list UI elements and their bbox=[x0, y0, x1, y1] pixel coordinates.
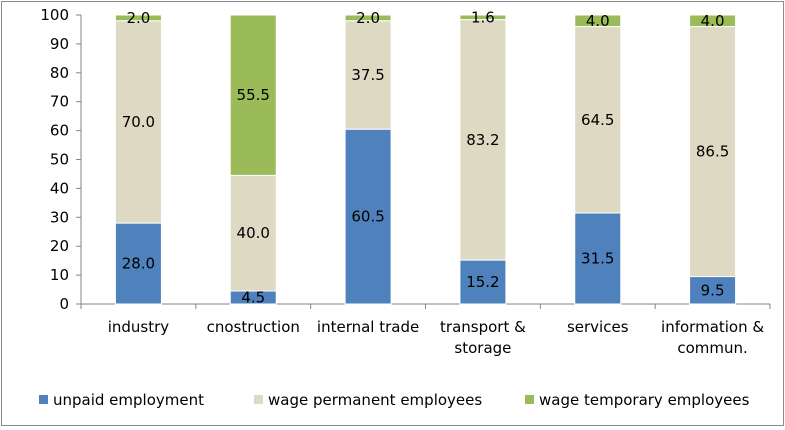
bar-segment bbox=[459, 19, 507, 261]
bar-segment bbox=[344, 20, 392, 130]
bar-segment bbox=[459, 14, 507, 21]
y-tick-label: 20 bbox=[50, 237, 69, 255]
bar-segment bbox=[574, 14, 622, 28]
bars bbox=[114, 14, 737, 305]
data-label: 9.5 bbox=[701, 281, 725, 299]
data-label: 4.0 bbox=[701, 12, 725, 30]
data-labels: 28.0 70.0 2.0 4.5 40.0 55.5 60.5 37.5 2.0 15.2 83.… bbox=[122, 8, 730, 306]
y-tick-label: 90 bbox=[50, 35, 69, 53]
legend-label: wage permanent employees bbox=[268, 391, 482, 409]
y-tick-label: 30 bbox=[50, 208, 69, 226]
category-label: cnostruction bbox=[207, 318, 300, 336]
data-label: 4.5 bbox=[241, 288, 265, 306]
y-tick-label: 60 bbox=[50, 122, 69, 140]
bar-segment bbox=[229, 174, 277, 292]
data-label: 2.0 bbox=[126, 9, 150, 27]
bar-segment bbox=[574, 26, 622, 214]
bar-segment bbox=[344, 14, 392, 22]
legend-label: unpaid employment bbox=[53, 391, 204, 409]
category-label: internal trade bbox=[317, 318, 419, 336]
legend-label: wage temporary employees bbox=[539, 391, 750, 409]
bar-segment bbox=[344, 128, 392, 305]
data-label: 1.6 bbox=[471, 8, 495, 26]
category-labels: industry cnostruction internal trade transp… bbox=[108, 318, 765, 357]
legend-swatch bbox=[254, 395, 263, 404]
category-label: information & bbox=[661, 318, 764, 336]
y-tick-label: 40 bbox=[50, 179, 69, 197]
data-label: 31.5 bbox=[581, 249, 614, 267]
y-tick-label: 50 bbox=[50, 151, 69, 169]
y-tick-label: 100 bbox=[40, 6, 69, 24]
y-tick-label: 80 bbox=[50, 64, 69, 82]
category-label: storage bbox=[454, 339, 511, 357]
legend-swatch bbox=[525, 395, 534, 404]
bar-segment bbox=[229, 14, 277, 176]
category-label: transport & bbox=[440, 318, 526, 336]
bar-segment bbox=[689, 14, 737, 28]
y-tick-label: 70 bbox=[50, 93, 69, 111]
data-label: 86.5 bbox=[696, 143, 729, 161]
data-label: 2.0 bbox=[356, 9, 380, 27]
legend-swatch bbox=[39, 395, 48, 404]
category-label: industry bbox=[108, 318, 170, 336]
bar-segment bbox=[459, 259, 507, 305]
data-label: 28.0 bbox=[122, 255, 155, 273]
data-label: 55.5 bbox=[237, 86, 270, 104]
data-label: 60.5 bbox=[351, 208, 384, 226]
category-label: services bbox=[567, 318, 629, 336]
bar-segment bbox=[689, 276, 737, 305]
y-tick-label: 10 bbox=[50, 266, 69, 284]
data-label: 15.2 bbox=[466, 273, 499, 291]
bar-segment bbox=[114, 14, 162, 22]
category-label: commun. bbox=[677, 339, 747, 357]
data-label: 83.2 bbox=[466, 131, 499, 149]
data-label: 70.0 bbox=[122, 113, 155, 131]
stacked-bar-chart: 0 10 20 30 40 50 60 70 80 90 100 28.0 70.0 2.0 4.5 40.… bbox=[39, 6, 771, 409]
legend: unpaid employment wage permanent employee… bbox=[39, 391, 750, 409]
data-label: 37.5 bbox=[351, 66, 384, 84]
axes: 0 10 20 30 40 50 60 70 80 90 100 bbox=[40, 6, 771, 313]
y-tick-label: 0 bbox=[59, 295, 69, 313]
data-label: 64.5 bbox=[581, 111, 614, 129]
bar-segment bbox=[689, 26, 737, 278]
data-label: 4.0 bbox=[586, 12, 610, 30]
data-label: 40.0 bbox=[237, 224, 270, 242]
bar-segment bbox=[114, 20, 162, 224]
